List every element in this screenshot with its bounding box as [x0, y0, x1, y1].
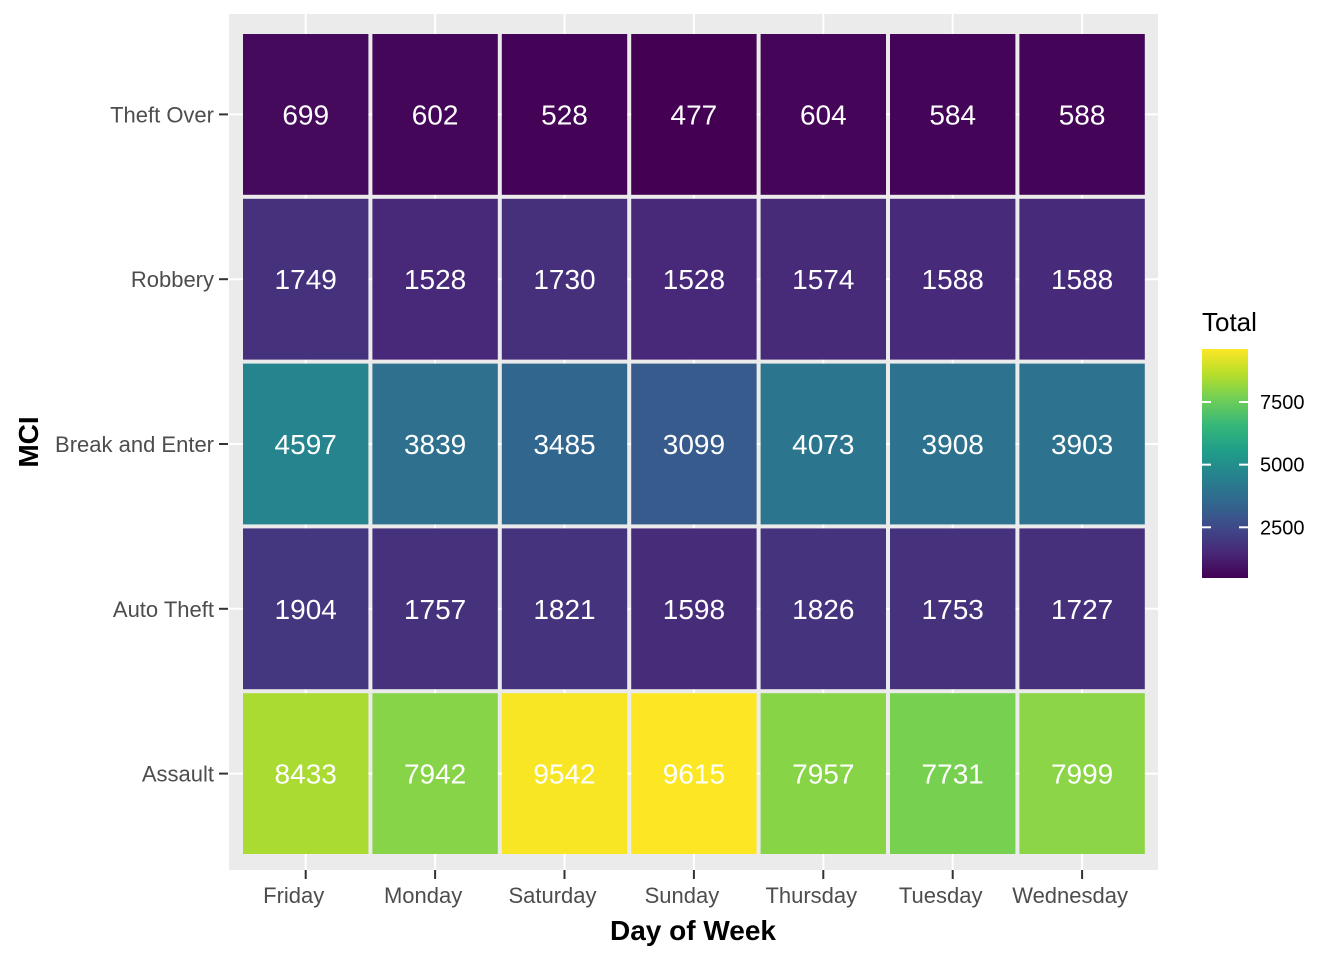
heatmap-cell — [372, 34, 498, 195]
heatmap-cell-value: 588 — [1059, 99, 1106, 130]
x-tick-label: Tuesday — [899, 883, 983, 908]
heatmap-cell — [372, 693, 498, 854]
heatmap-cell-value: 3485 — [533, 429, 595, 460]
x-tick-label: Thursday — [765, 883, 857, 908]
heatmap-cell-value: 1727 — [1051, 594, 1113, 625]
heatmap-cell — [1019, 528, 1145, 690]
heatmap-cell-value: 1821 — [533, 594, 595, 625]
heatmap-cell-value: 3908 — [922, 429, 984, 460]
heatmap-cell-value: 1826 — [792, 594, 854, 625]
heatmap-cell — [760, 693, 886, 854]
heatmap-cell-value: 4597 — [275, 429, 337, 460]
heatmap-cell — [760, 363, 886, 525]
heatmap-cell-value: 1753 — [922, 594, 984, 625]
heatmap-cell — [372, 528, 498, 690]
heatmap-cell — [760, 198, 886, 360]
heatmap-cell — [501, 363, 628, 525]
heatmap-cell-value: 477 — [671, 99, 718, 130]
heatmap-cell — [1019, 693, 1145, 854]
heatmap-cell — [372, 363, 498, 525]
heatmap-cell — [243, 198, 369, 360]
heatmap-cell-value: 584 — [929, 99, 976, 130]
legend-tick-label: 7500 — [1260, 392, 1305, 414]
heatmap-cell-value: 699 — [282, 99, 329, 130]
heatmap-cell-value: 3839 — [404, 429, 466, 460]
heatmap-cell-value: 7999 — [1051, 759, 1113, 790]
y-tick-label: Assault — [142, 762, 214, 787]
heatmap-cell — [372, 198, 498, 360]
legend-ticks: 2500 5000 7500 — [1202, 392, 1305, 539]
heatmap-cell-value: 528 — [541, 99, 588, 130]
heatmap-cell — [501, 693, 628, 854]
heatmap-cell — [1019, 34, 1145, 195]
y-axis: Theft Over Robbery Break and Enter Auto The… — [55, 102, 228, 787]
legend-title: Total — [1202, 307, 1257, 337]
y-tick-label: Theft Over — [110, 102, 214, 127]
heatmap-cell-value: 1588 — [1051, 264, 1113, 295]
heatmap-cell-value: 604 — [800, 99, 847, 130]
heatmap-cell — [243, 363, 369, 525]
heatmap-cell — [243, 693, 369, 854]
heatmap-cell-value: 7942 — [404, 759, 466, 790]
y-tick-label: Robbery — [131, 267, 214, 292]
heatmap-cell — [631, 34, 757, 195]
legend-tick-label: 5000 — [1260, 455, 1305, 477]
heatmap-cell — [1019, 198, 1145, 360]
x-tick-label: Sunday — [645, 883, 720, 908]
heatmap-cell — [631, 363, 757, 525]
heatmap-cell-value: 602 — [412, 99, 459, 130]
heatmap-cell — [890, 34, 1016, 195]
heatmap-cell — [890, 528, 1016, 690]
x-axis-title: Day of Week — [610, 915, 776, 946]
heatmap-cell-value: 3903 — [1051, 429, 1113, 460]
heatmap-cell-value: 1574 — [792, 264, 854, 295]
y-tick-label: Break and Enter — [55, 432, 214, 457]
heatmap-cell — [501, 528, 628, 690]
heatmap-cell-labels: 699 602 528 477 604 584 588 1749 1528 1730 1528 157… — [275, 99, 1114, 789]
heatmap-cell — [631, 198, 757, 360]
heatmap-cell — [243, 528, 369, 690]
heatmap-cell-value: 1904 — [275, 594, 337, 625]
heatmap-cell-value: 1528 — [404, 264, 466, 295]
x-tick-label: Saturday — [508, 883, 596, 908]
heatmap-cell — [1019, 363, 1145, 525]
heatmap-cell-value: 1598 — [663, 594, 725, 625]
heatmap-cell-value: 3099 — [663, 429, 725, 460]
heatmap-cell — [890, 363, 1016, 525]
heatmap-cells — [243, 34, 1145, 854]
heatmap-cell-value: 7957 — [792, 759, 854, 790]
heatmap-cell-value: 8433 — [275, 759, 337, 790]
y-tick-label: Auto Theft — [113, 597, 214, 622]
heatmap-cell-value: 9542 — [533, 759, 595, 790]
x-tick-label: Monday — [384, 883, 462, 908]
heatmap-cell — [243, 34, 369, 195]
x-axis: Friday Monday Saturday Sunday Thursday Tuesda… — [263, 870, 1128, 908]
x-tick-label: Wednesday — [1012, 883, 1128, 908]
heatmap-cell — [760, 34, 886, 195]
heatmap-cell — [501, 198, 628, 360]
heatmap-cell — [890, 693, 1016, 854]
y-axis-title: MCI — [13, 416, 44, 467]
legend-colorbar — [1202, 349, 1248, 578]
heatmap-cell-value: 4073 — [792, 429, 854, 460]
color-legend: Total 2500 5000 7500 — [1202, 307, 1305, 578]
heatmap-cell-value: 1730 — [533, 264, 595, 295]
heatmap-cell-value: 7731 — [922, 759, 984, 790]
heatmap-cell-value: 1528 — [663, 264, 725, 295]
legend-tick-label: 2500 — [1260, 517, 1305, 539]
heatmap-cell — [890, 198, 1016, 360]
heatmap-cell — [760, 528, 886, 690]
heatmap-cell-value: 1757 — [404, 594, 466, 625]
x-tick-label: Friday — [263, 883, 324, 908]
heatmap-cell — [631, 528, 757, 690]
heatmap-cell-value: 9615 — [663, 759, 725, 790]
heatmap-cell — [631, 693, 757, 854]
heatmap-cell — [501, 34, 628, 195]
heatmap-cell-value: 1588 — [922, 264, 984, 295]
heatmap-cell-value: 1749 — [275, 264, 337, 295]
